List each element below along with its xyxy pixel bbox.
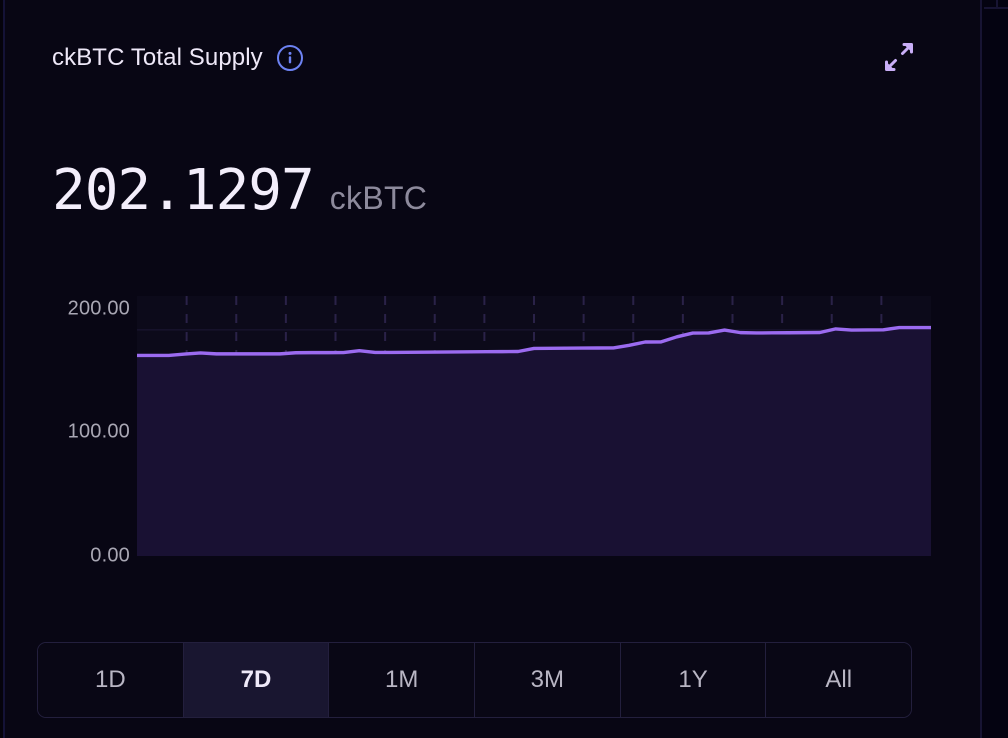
supply-chart: 200.00 100.00 0.00 [0,280,960,580]
y-axis-labels: 200.00 100.00 0.00 [0,280,130,580]
info-circle-icon[interactable] [276,45,303,71]
value-unit: ckBTC [329,180,428,216]
range-button-7d[interactable]: 7D [183,643,330,717]
top-right-rule [984,7,1008,9]
range-button-1y[interactable]: 1Y [620,643,767,717]
expand-arrows-icon[interactable] [878,36,920,78]
total-supply-value: 202.1297 ckBTC [52,158,427,223]
page-title: ckBTC Total Supply [52,44,263,71]
value-amount: 202.1297 [52,158,315,223]
y-tick-100: 100.00 [67,420,130,443]
top-right-rule-vertical [996,0,998,8]
range-button-3m[interactable]: 3M [475,643,621,717]
panel-right-divider [980,0,982,738]
range-button-1d[interactable]: 1D [38,643,184,717]
panel-header: ckBTC Total Supply [52,44,303,72]
y-tick-200: 200.00 [67,297,130,320]
panel-left-border [3,0,5,738]
range-button-all[interactable]: All [766,643,911,717]
area-fill [137,327,931,556]
series-line [137,325,931,358]
y-tick-0: 0.00 [90,544,130,567]
time-range-selector[interactable]: 1D 7D 1M 3M 1Y All [37,642,912,718]
plot-area[interactable] [137,296,931,556]
range-button-1m[interactable]: 1M [329,643,476,717]
right-gutter [982,0,1008,738]
plot-svg [137,296,931,556]
